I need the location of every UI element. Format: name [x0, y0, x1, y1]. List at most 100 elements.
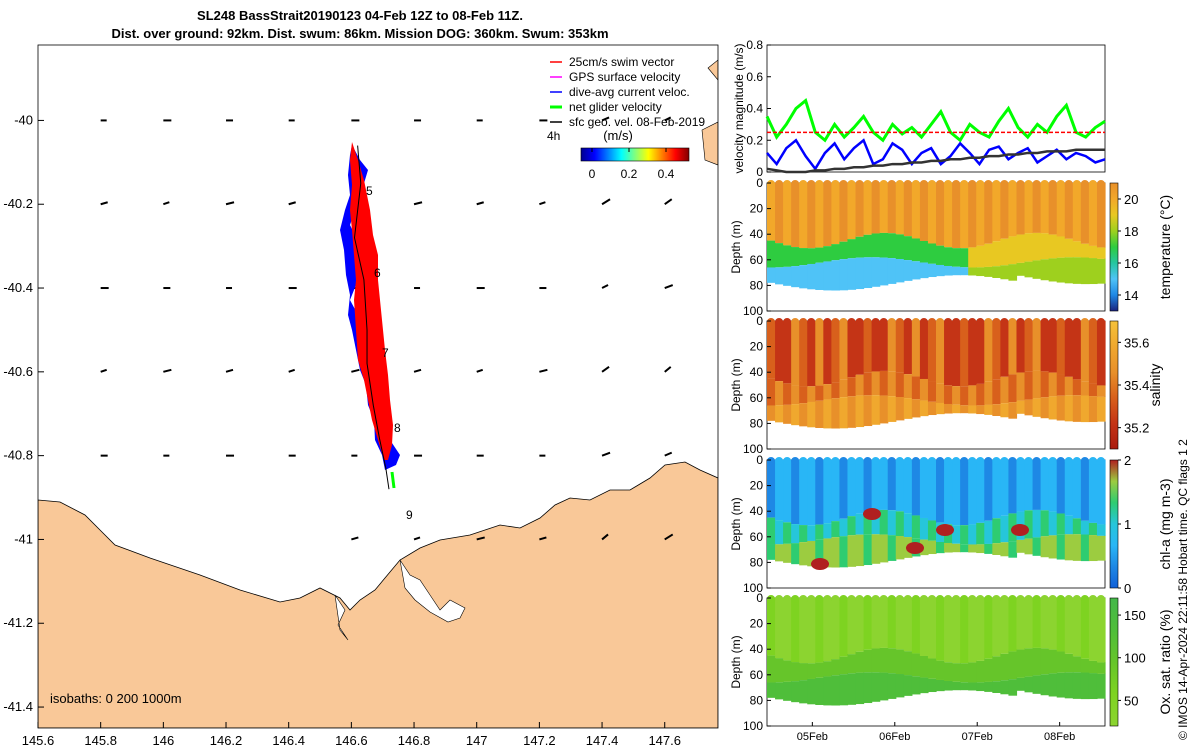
- section-cell: [968, 267, 977, 276]
- section-cell: [799, 680, 808, 704]
- colorbar-tick-label: 35.6: [1124, 335, 1149, 350]
- section-cell: [992, 681, 1001, 693]
- section-cell: [944, 403, 953, 414]
- day-marker-label: 5: [366, 184, 373, 198]
- section-cell: [895, 649, 905, 675]
- section-surface-dot: [936, 317, 945, 327]
- section-cell: [944, 183, 953, 248]
- section-cell: [1064, 515, 1074, 535]
- section-cell: [1000, 460, 1010, 516]
- speed-colorbar: [580, 147, 690, 162]
- section-cell: [1032, 598, 1042, 648]
- section-cell: [839, 183, 849, 242]
- swim-vectors: [350, 142, 393, 460]
- section-surface-dot: [911, 456, 920, 466]
- section-surface-dot: [903, 594, 912, 604]
- section-surface-dot: [815, 594, 824, 604]
- section-cell: [799, 183, 808, 249]
- section-surface-dot: [968, 594, 977, 604]
- section-surface-dot: [952, 317, 961, 327]
- depth-axis-label: Depth (m): [730, 358, 743, 411]
- section-cell: [815, 321, 824, 386]
- section-surface-dot: [1048, 456, 1057, 466]
- section-cell: [839, 241, 849, 260]
- section-cell: [831, 321, 841, 383]
- section-cell: [936, 383, 945, 403]
- section-cell: [799, 525, 808, 543]
- section-cell: [839, 397, 849, 429]
- section-cell: [799, 598, 808, 664]
- section-cell: [791, 460, 800, 525]
- section-cell: [839, 674, 849, 706]
- section-cell: [783, 660, 792, 682]
- section-cell: [919, 517, 929, 540]
- section-cell: [855, 672, 865, 705]
- section-cell: [1088, 396, 1098, 423]
- section-surface-dot: [839, 179, 848, 189]
- map-x-tick-label: 145.8: [84, 733, 117, 748]
- section-surface-dot: [839, 456, 848, 466]
- section-surface-dot: [1096, 179, 1105, 189]
- section-cell: [815, 247, 824, 263]
- section-cell: [1016, 677, 1026, 691]
- map-x-tick-label: 147: [466, 733, 488, 748]
- time-tick-label: 05Feb: [797, 731, 828, 743]
- section-surface-dot: [919, 179, 928, 189]
- section-cell: [791, 662, 800, 682]
- section-surface-dot: [976, 456, 985, 466]
- section-cell: [863, 234, 873, 258]
- section-cell: [1016, 649, 1026, 678]
- section-cell: [1048, 183, 1058, 235]
- section-cell: [1072, 321, 1082, 380]
- section-cell: [960, 405, 969, 414]
- section-cell: [1008, 374, 1018, 403]
- section-surface-dot: [791, 317, 800, 327]
- section-surface-dot: [919, 594, 928, 604]
- section-cell: [1080, 257, 1090, 285]
- section-cell: [911, 676, 921, 695]
- map-y-tick-label: -41.4: [3, 699, 33, 714]
- section-cell: [783, 321, 792, 384]
- section-cell: [984, 598, 993, 659]
- section-cell: [1048, 649, 1058, 674]
- section-cell: [863, 511, 873, 535]
- colorbar-tick-label: 100: [1124, 651, 1146, 666]
- depth-tick-label: 60: [750, 391, 764, 405]
- section-cell: [895, 321, 905, 373]
- section-cell: [968, 460, 977, 525]
- map-y-tick-label: -40.2: [3, 196, 33, 211]
- section-surface-dot: [815, 317, 824, 327]
- chla-patch: [863, 508, 881, 520]
- section-cell: [936, 541, 945, 554]
- section-surface-dot: [1064, 456, 1073, 466]
- section-surface-dot: [952, 456, 961, 466]
- section-cell: [1056, 460, 1066, 514]
- section-cell: [775, 243, 784, 268]
- section-cell: [847, 516, 857, 536]
- map-x-tick-label: 147.6: [648, 733, 681, 748]
- section-cell: [1016, 321, 1026, 373]
- section-cell: [863, 534, 873, 566]
- section-cell: [807, 401, 816, 428]
- section-cell: [783, 245, 792, 267]
- section-cell: [807, 540, 816, 567]
- section-cell: [1072, 257, 1082, 284]
- section-cell: [1088, 673, 1098, 700]
- geo-velocity-arrow: [100, 368, 107, 373]
- section-cell: [1072, 183, 1082, 242]
- section-cell: [960, 598, 969, 664]
- time-tick-label: 07Feb: [962, 731, 993, 743]
- section-cell: [968, 385, 977, 406]
- section-cell: [855, 257, 865, 290]
- section-cell: [871, 371, 881, 396]
- section-cell: [783, 460, 792, 523]
- section-cell: [1064, 376, 1074, 396]
- section-surface-dot: [831, 456, 840, 466]
- section-cell: [952, 525, 961, 544]
- section-cell: [831, 460, 841, 522]
- time-tick-label: 06Feb: [879, 731, 910, 743]
- section-cell: [1096, 673, 1106, 699]
- colorbar-tick-label: 1: [1124, 517, 1131, 532]
- section-cell: [944, 662, 953, 681]
- section-cell: [960, 460, 969, 526]
